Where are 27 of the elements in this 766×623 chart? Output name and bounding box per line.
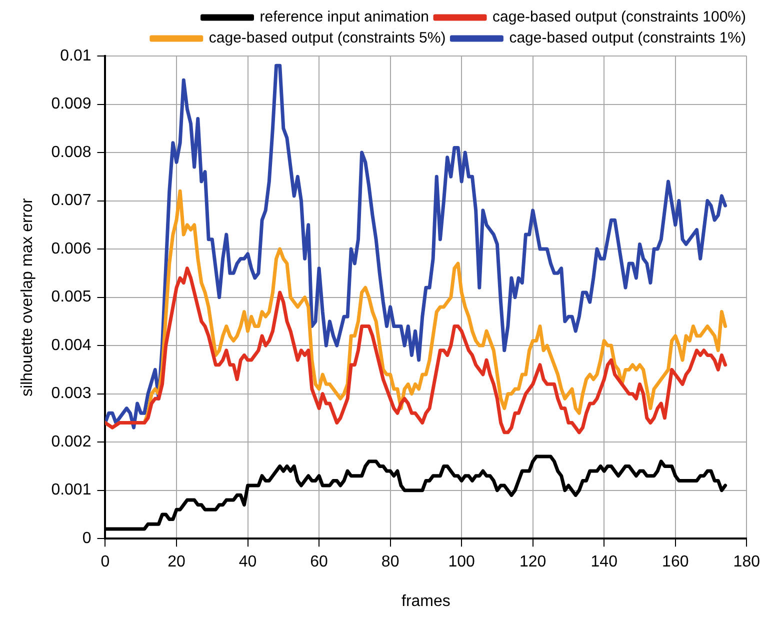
x-tick-label: 40	[238, 554, 257, 571]
x-tick-label: 180	[733, 554, 760, 571]
y-tick-label: 0.006	[51, 240, 92, 258]
y-tick-label: 0.002	[51, 433, 92, 450]
y-tick-label: 0.01	[60, 47, 92, 64]
y-axis-title: silhouette overlap max error	[19, 197, 36, 396]
legend-label: cage-based output (constraints 5%)	[208, 30, 446, 47]
x-tick-label: 140	[590, 554, 618, 571]
y-tick-label: 0.009	[51, 96, 92, 113]
legend-label: cage-based output (constraints 1%)	[509, 30, 746, 47]
y-tick-label: 0	[82, 530, 92, 548]
x-tick-label: 160	[662, 554, 689, 571]
x-tick-label: 60	[310, 554, 328, 571]
y-tick-label: 0.001	[51, 482, 92, 499]
x-tick-label: 80	[381, 554, 400, 571]
x-axis-title: frames	[401, 592, 450, 610]
x-tick-label: 0	[100, 554, 110, 571]
y-tick-label: 0.007	[51, 192, 92, 210]
y-tick-label: 0.003	[51, 385, 92, 402]
y-tick-label: 0.004	[51, 336, 92, 354]
x-tick-label: 100	[448, 554, 476, 571]
x-tick-label: 20	[168, 554, 186, 571]
legend-label: cage-based output (constraints 100%)	[492, 8, 746, 26]
y-tick-label: 0.005	[51, 288, 92, 306]
legend-label: reference input animation	[260, 8, 430, 26]
y-tick-label: 0.008	[51, 144, 92, 161]
x-tick-label: 120	[519, 554, 546, 571]
